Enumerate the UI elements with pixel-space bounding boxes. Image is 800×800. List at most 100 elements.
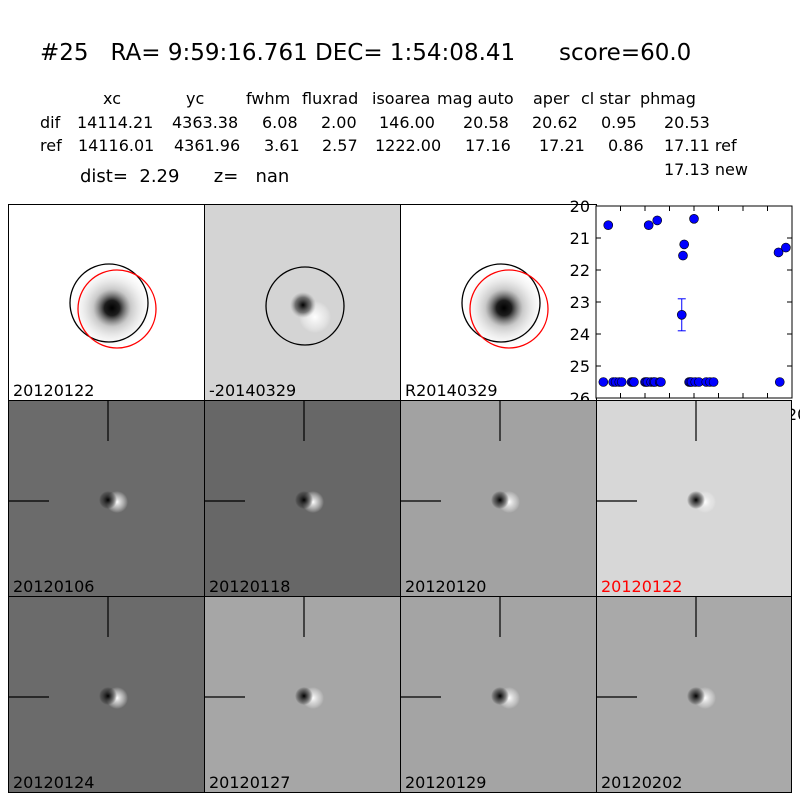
source-negative — [491, 687, 509, 705]
new-phmag: 17.13 new — [664, 160, 748, 179]
stamp-ref-new-image — [461, 263, 549, 350]
stamp-20120129: 20120129 — [400, 596, 597, 793]
source-blob — [70, 266, 154, 350]
col-header-yc: yc — [186, 89, 205, 108]
ref-mag-auto: 17.16 — [465, 136, 511, 155]
stamp-ref: 20120122 — [8, 204, 205, 401]
ref-yc: 4361.96 — [174, 136, 241, 155]
dif-aper: 20.62 — [532, 113, 578, 132]
aperture-circle-red — [469, 269, 549, 349]
col-header-aper: aper — [533, 89, 570, 108]
stamp-label: 20120122 — [13, 381, 95, 400]
data-point — [648, 377, 659, 387]
dist-z-line: dist= 2.29 z= nan — [80, 166, 290, 187]
stamp-20120106: 20120106 — [8, 400, 205, 597]
stamp-20120120: 20120120 — [400, 400, 597, 597]
data-point — [649, 377, 660, 387]
stamp-image — [401, 401, 520, 513]
stamp-diff-image — [265, 266, 345, 346]
stamp-20120124: 20120124 — [8, 596, 205, 793]
ref-aper: 17.21 — [539, 136, 585, 155]
aperture-circle-black — [265, 266, 345, 346]
col-header-xc: xc — [103, 89, 121, 108]
page-title: #25 RA= 9:59:16.761 DEC= 1:54:08.41 scor… — [40, 40, 692, 66]
data-point — [656, 377, 666, 387]
data-point — [684, 377, 694, 387]
stamp-label: R20140329 — [405, 381, 498, 400]
data-point — [689, 214, 699, 224]
ref-isoarea: 1222.00 — [375, 136, 442, 155]
col-header-cl-star: cl star — [581, 89, 631, 108]
stamp-image — [401, 597, 520, 709]
data-point — [603, 220, 614, 230]
source-negative — [99, 491, 117, 509]
data-point — [642, 377, 653, 387]
aperture-circle-red — [77, 269, 157, 349]
data-point — [629, 377, 639, 387]
data-point — [643, 220, 654, 230]
ref-fwhm: 3.61 — [264, 136, 300, 155]
data-point — [646, 377, 656, 387]
stamp-image — [9, 597, 128, 709]
stamp-image — [597, 597, 716, 709]
source-negative — [491, 491, 509, 509]
data-point — [694, 377, 704, 387]
data-point — [641, 377, 652, 387]
data-point — [685, 377, 696, 387]
ref-cl-star: 0.86 — [608, 136, 644, 155]
data-point — [640, 377, 650, 387]
source-negative — [295, 491, 313, 509]
plot-frame — [595, 205, 793, 399]
dif-isoarea: 146.00 — [379, 113, 435, 132]
col-header-isoarea: isoarea — [372, 89, 431, 108]
dif-xc: 14114.21 — [77, 113, 154, 132]
data-point — [616, 377, 627, 387]
data-point — [773, 247, 784, 258]
stamp-image — [9, 401, 128, 513]
stamp-image — [597, 401, 716, 513]
stamp-20120122: 20120122 — [596, 400, 792, 597]
data-point — [610, 377, 621, 387]
row-label-ref: ref — [40, 136, 62, 155]
stamp-label: 20120129 — [405, 773, 487, 792]
stamp-image — [205, 597, 324, 709]
dif-phmag: 20.53 — [664, 113, 710, 132]
stamp-label: -20140329 — [209, 381, 297, 400]
dif-fwhm: 6.08 — [262, 113, 298, 132]
data-point — [781, 242, 791, 253]
data-point — [679, 239, 690, 250]
data-point — [598, 377, 609, 387]
stamp-label: 20120118 — [209, 577, 291, 596]
dif-fluxrad: 2.00 — [321, 113, 357, 132]
data-point — [686, 377, 697, 387]
col-header-fwhm: fwhm — [246, 89, 291, 108]
data-point — [608, 377, 618, 387]
data-point — [678, 250, 688, 261]
source-negative — [290, 292, 316, 318]
stamp-image — [205, 401, 324, 513]
stamp-20120202: 20120202 — [596, 596, 792, 793]
ref-fluxrad: 2.57 — [322, 136, 358, 155]
dif-cl-star: 0.95 — [601, 113, 637, 132]
source-blob — [462, 266, 546, 350]
data-point — [614, 377, 625, 387]
aperture-circle-black — [69, 263, 149, 343]
source-negative — [687, 687, 705, 705]
stamp-label: 20120127 — [209, 773, 291, 792]
data-point — [774, 377, 785, 387]
stamp-20120118: 20120118 — [204, 400, 401, 597]
stamp-20120127: 20120127 — [204, 596, 401, 793]
source-negative — [99, 687, 117, 705]
data-point — [690, 377, 701, 387]
aperture-circle-black — [461, 263, 541, 343]
source-negative — [295, 687, 313, 705]
data-point — [705, 377, 715, 387]
stamp-label: 20120106 — [13, 577, 95, 596]
dif-mag-auto: 20.58 — [463, 113, 509, 132]
stamp-label: 20120202 — [601, 773, 683, 792]
data-point — [701, 377, 712, 387]
dif-yc: 4363.38 — [172, 113, 239, 132]
col-header-fluxrad: fluxrad — [302, 89, 359, 108]
data-point — [626, 377, 637, 387]
col-header-phmag: phmag — [640, 89, 696, 108]
